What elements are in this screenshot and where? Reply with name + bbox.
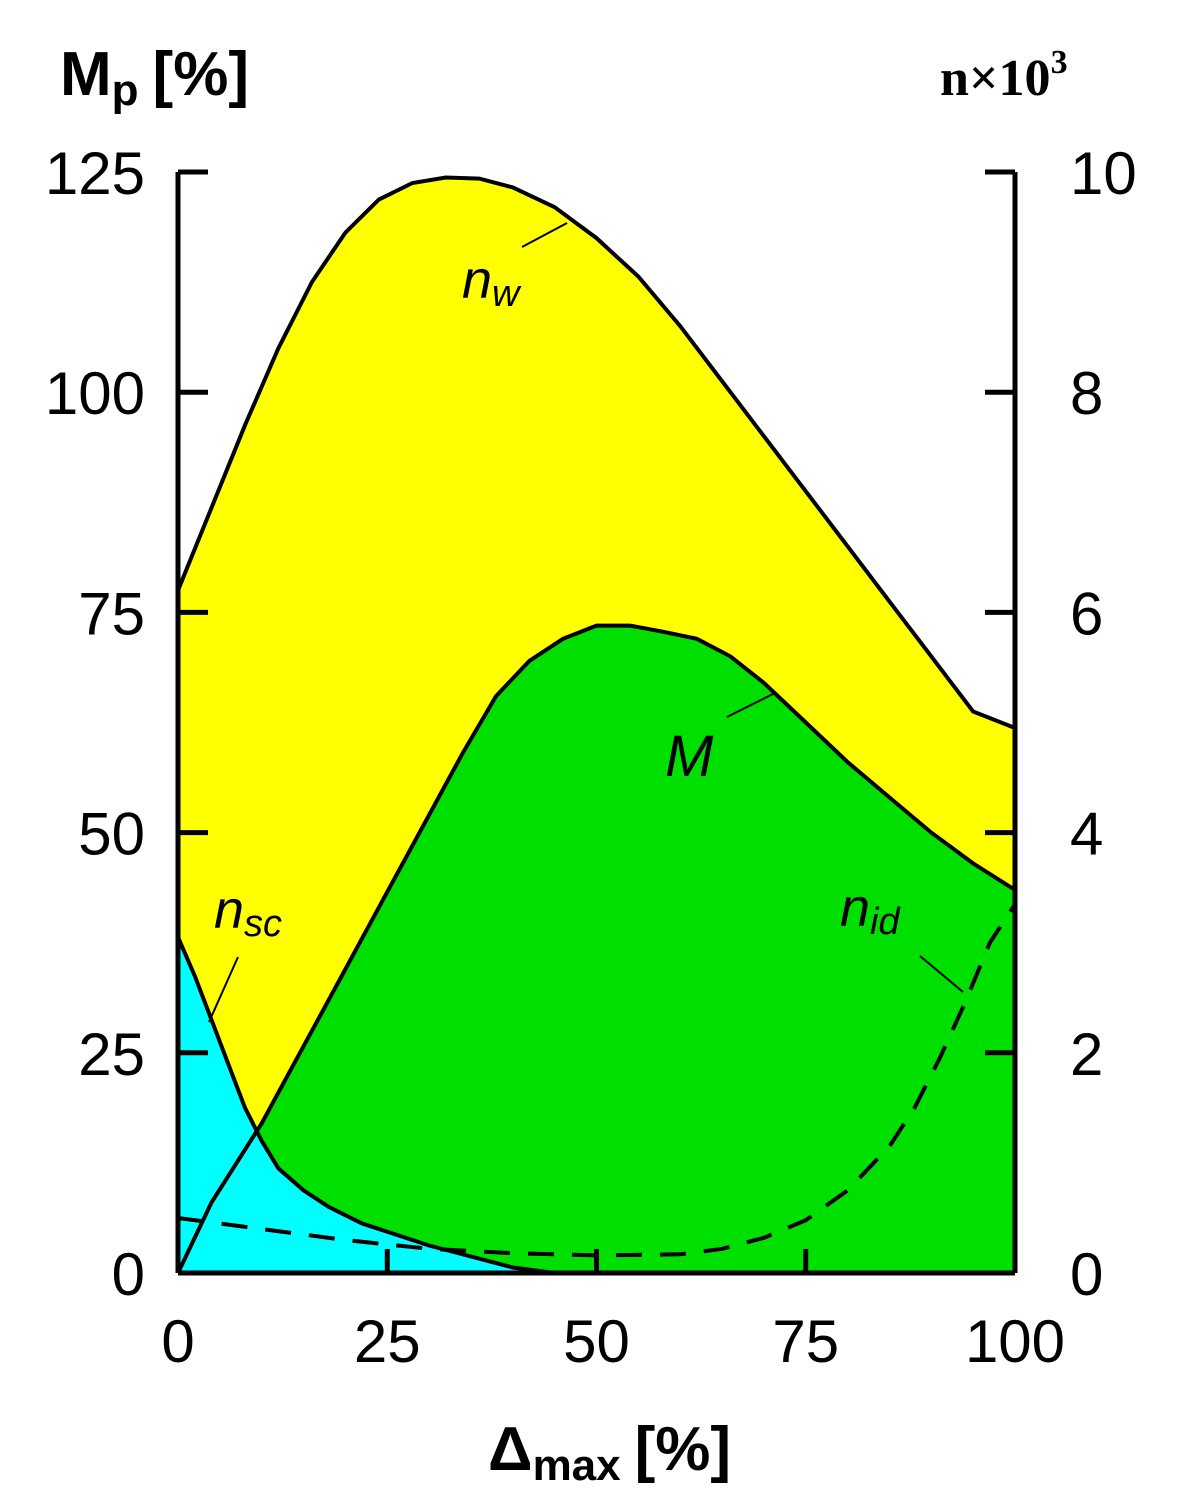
y-left-tick-label: 125: [45, 140, 145, 207]
y-left-tick-label: 50: [78, 801, 145, 868]
tick-marks: [175, 169, 1018, 1276]
M-leader-line: [726, 692, 776, 718]
series-line-nw: [176, 175, 1016, 730]
y-right-tick-label: 10: [1070, 140, 1137, 207]
y-right-tick-label: 0: [1070, 1241, 1103, 1308]
curve-label-nsc: nsc: [214, 880, 282, 945]
y-left-tick-label: 75: [78, 580, 145, 647]
x-tick-label: 75: [772, 1308, 839, 1375]
y-axis-right-title: n×103: [940, 44, 1068, 107]
series-line-M: [176, 623, 1017, 1274]
y-right-tick-label: 2: [1070, 1021, 1103, 1088]
y-axis-left-title: Mp [%]: [60, 40, 249, 115]
nsc-leader-line: [208, 956, 239, 1023]
y-left-tick-label: 0: [112, 1241, 145, 1308]
curve-label-nid: nid: [840, 878, 901, 943]
x-axis-title: Δmax [%]: [488, 1415, 731, 1490]
y-right-tick-label: 6: [1070, 580, 1103, 647]
x-tick-label: 0: [161, 1308, 194, 1375]
y-left-tick-label: 25: [78, 1021, 145, 1088]
nw-leader-line: [521, 222, 568, 248]
x-tick-label: 50: [563, 1308, 630, 1375]
y-right-tick-label: 4: [1070, 801, 1103, 868]
nsc-area-fill: [178, 937, 555, 1273]
y-right-tick-label: 8: [1070, 360, 1103, 427]
curve-label-M: M: [665, 724, 714, 789]
series-line-nsc: [176, 936, 555, 1275]
y-left-tick-label: 100: [45, 360, 145, 427]
curve-label-nw: nw: [462, 250, 522, 315]
x-tick-label: 100: [965, 1308, 1065, 1375]
series-line-nid: [177, 903, 1017, 1258]
M-area-fill: [178, 625, 1015, 1273]
x-tick-label: 25: [354, 1308, 421, 1375]
nid-leader-line: [919, 955, 964, 993]
